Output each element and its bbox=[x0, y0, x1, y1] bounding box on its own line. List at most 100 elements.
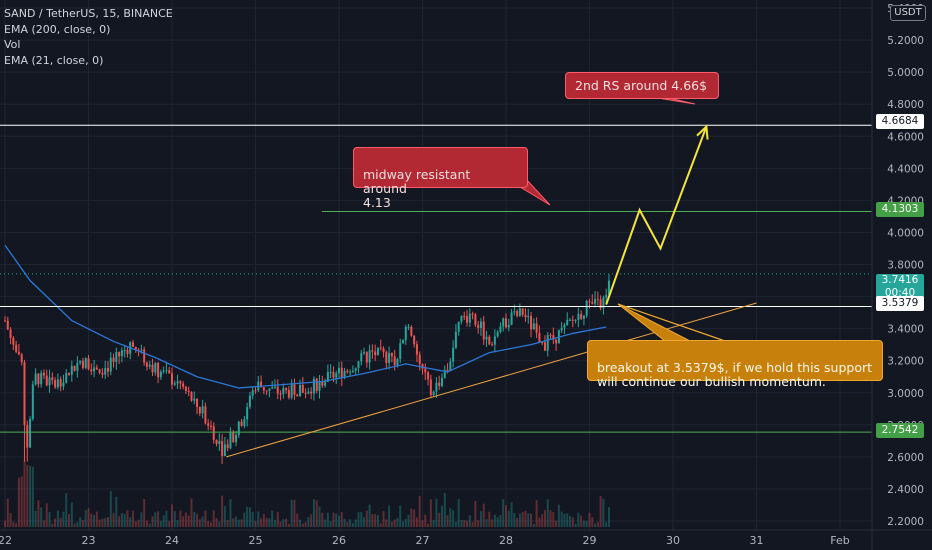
candle-body bbox=[262, 387, 265, 391]
candle-body bbox=[413, 335, 416, 345]
volume-bars bbox=[4, 460, 610, 527]
volume-bar bbox=[552, 512, 555, 527]
candle-body bbox=[209, 425, 212, 427]
candle-body bbox=[190, 391, 193, 401]
chart-grid bbox=[0, 0, 872, 530]
breakout-callout: breakout at 3.5379$, if we hold this sup… bbox=[587, 340, 883, 389]
volume-bar bbox=[429, 499, 432, 527]
candle-body bbox=[201, 406, 204, 414]
candle-body bbox=[457, 321, 460, 332]
candle-body bbox=[535, 323, 538, 333]
volume-bar bbox=[315, 500, 318, 527]
volume-bar bbox=[204, 510, 207, 527]
candle-body bbox=[321, 381, 324, 386]
candle-body bbox=[466, 316, 469, 323]
currency-badge[interactable]: USDT bbox=[890, 5, 926, 21]
candle-body bbox=[226, 444, 229, 449]
candle-body bbox=[546, 335, 549, 351]
volume-bar bbox=[440, 505, 443, 527]
volume-bar bbox=[596, 521, 599, 527]
candle-body bbox=[90, 369, 93, 372]
candle-body bbox=[248, 395, 251, 407]
volume-bar bbox=[37, 500, 40, 527]
volume-bar bbox=[260, 518, 263, 527]
ema-21-legend[interactable]: EMA (21, close, 0) bbox=[4, 53, 104, 67]
volume-bar bbox=[563, 513, 566, 527]
volume-bar bbox=[588, 512, 591, 527]
volume-bar bbox=[129, 517, 132, 527]
volume-bar bbox=[549, 510, 552, 527]
candle-body bbox=[599, 299, 602, 309]
x-tick-label: 24 bbox=[165, 534, 179, 547]
volume-bar bbox=[326, 512, 329, 527]
volume-bar bbox=[276, 511, 279, 527]
candle-body bbox=[98, 369, 101, 373]
x-tick-label: 29 bbox=[583, 534, 597, 547]
candle-body bbox=[502, 318, 505, 327]
volume-bar bbox=[474, 500, 477, 527]
volume-bar bbox=[9, 513, 12, 527]
volume-bar bbox=[438, 512, 441, 527]
volume-bar bbox=[407, 514, 410, 527]
x-tick-label: 25 bbox=[249, 534, 263, 547]
volume-bar bbox=[335, 513, 338, 527]
y-tick-label: 3.0000 bbox=[887, 388, 924, 400]
candle-body bbox=[251, 390, 254, 396]
y-tick-label: 4.4000 bbox=[887, 163, 924, 175]
volume-bar bbox=[477, 520, 480, 527]
candle-body bbox=[70, 365, 73, 375]
symbol-title[interactable]: SAND / TetherUS, 15, BINANCE bbox=[4, 7, 173, 20]
volume-bar bbox=[324, 519, 327, 527]
volume-bar bbox=[145, 520, 148, 527]
volume-bar bbox=[240, 519, 243, 527]
volume-bar bbox=[251, 511, 254, 527]
candle-body bbox=[179, 381, 182, 384]
volume-bar bbox=[538, 517, 541, 527]
candle-body bbox=[246, 406, 249, 420]
ascending-trendline bbox=[226, 302, 757, 458]
volume-bar bbox=[201, 516, 204, 527]
candle-body bbox=[594, 298, 597, 304]
volume-bar bbox=[521, 511, 524, 527]
candle-body bbox=[65, 372, 68, 383]
candle-body bbox=[393, 356, 396, 366]
volume-legend[interactable]: Vol bbox=[4, 38, 21, 51]
volume-bar bbox=[182, 516, 185, 527]
candle-body bbox=[37, 373, 40, 385]
volume-bar bbox=[162, 515, 165, 527]
breakout-callout-pointer bbox=[617, 303, 691, 342]
volume-bar bbox=[479, 511, 482, 527]
candle-body bbox=[354, 368, 357, 371]
volume-bar bbox=[599, 495, 602, 527]
candle-body bbox=[221, 441, 224, 457]
candle-body bbox=[555, 339, 558, 344]
candle-body bbox=[182, 383, 185, 387]
volume-bar bbox=[543, 510, 546, 527]
volume-bar bbox=[402, 521, 405, 527]
candle-body bbox=[493, 336, 496, 345]
candle-body bbox=[518, 308, 521, 316]
candle-body bbox=[51, 377, 54, 381]
volume-bar bbox=[218, 521, 221, 527]
volume-bar bbox=[577, 512, 580, 527]
ema-200-legend[interactable]: EMA (200, close, 0) bbox=[4, 22, 111, 36]
candle-body bbox=[123, 349, 126, 351]
volume-bar bbox=[140, 512, 143, 527]
volume-bar bbox=[296, 513, 299, 527]
volume-bar bbox=[79, 517, 82, 527]
volume-bar bbox=[585, 520, 588, 527]
candle-body bbox=[585, 300, 588, 316]
candle-body bbox=[40, 372, 43, 385]
candle-body bbox=[198, 406, 201, 414]
volume-bar bbox=[541, 514, 544, 527]
volume-bar bbox=[580, 515, 583, 527]
y-tick-label: 5.2000 bbox=[887, 35, 924, 47]
candle-body bbox=[168, 370, 171, 374]
ema-line bbox=[4, 244, 607, 389]
volume-bar bbox=[265, 517, 268, 527]
candle-body bbox=[26, 425, 29, 448]
volume-bar bbox=[254, 520, 257, 527]
candle-body bbox=[418, 354, 421, 365]
volume-bar bbox=[471, 522, 474, 527]
